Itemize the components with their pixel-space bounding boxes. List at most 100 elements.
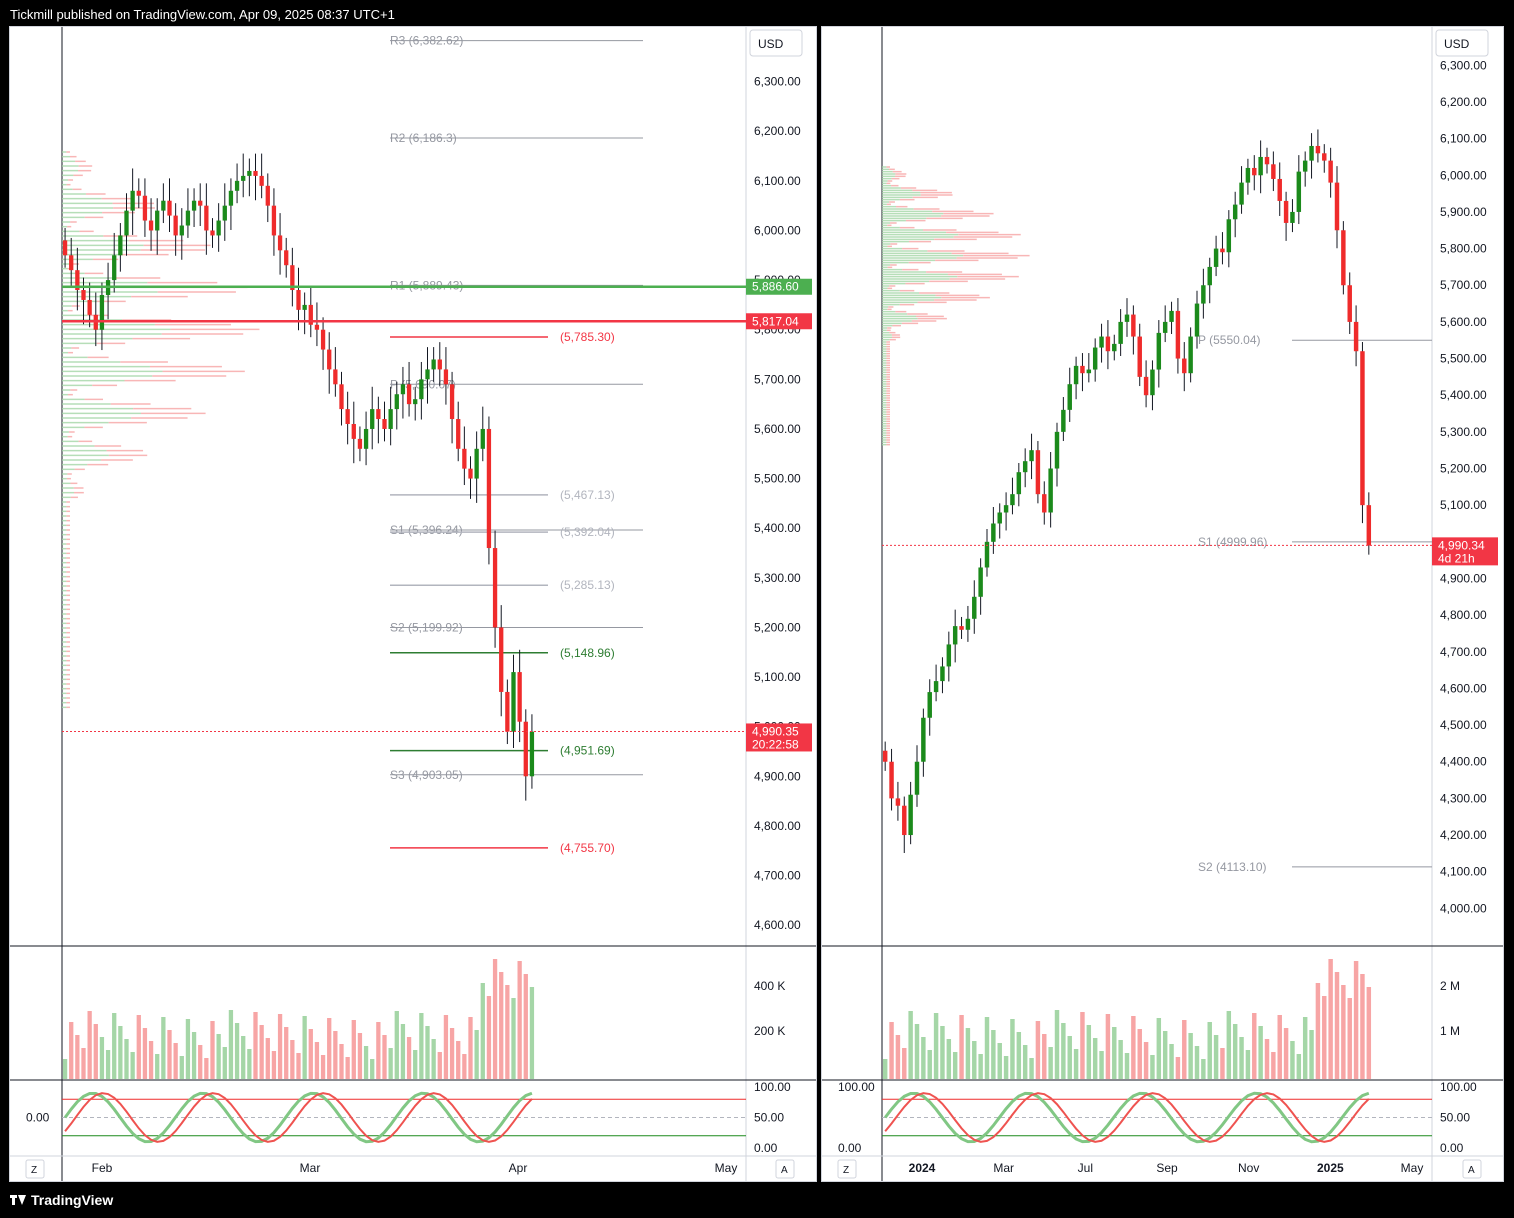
y-tick-label: 4,500.00 xyxy=(1440,718,1487,732)
volume-bar xyxy=(1131,1016,1136,1079)
candle-body xyxy=(933,681,939,693)
volume-bar xyxy=(290,1040,295,1079)
auto-a-button xyxy=(1462,1159,1482,1179)
candle-body xyxy=(1239,182,1244,205)
y-tick-label: 6,300.00 xyxy=(1440,58,1487,72)
left-chart-svg[interactable]: USD6,300.006,200.006,100.006,000.005,900… xyxy=(10,27,816,1181)
candle-body xyxy=(1118,321,1123,344)
volume-bar xyxy=(443,1015,449,1079)
volume-bar xyxy=(271,1051,277,1079)
candle-body xyxy=(333,369,338,385)
candle-body xyxy=(1086,369,1092,374)
footer-brand[interactable]: TradingView xyxy=(10,1192,113,1208)
candle-body xyxy=(517,672,522,722)
volume-bar xyxy=(1003,1056,1009,1079)
candle-body xyxy=(1080,365,1085,374)
chart-panel-left[interactable]: USD6,300.006,200.006,100.006,000.005,900… xyxy=(9,26,817,1182)
y-tick-label: 5,100.00 xyxy=(1440,498,1487,512)
chart-panel-right[interactable]: USD 6,300.00 6,200.00 6,100.00 6,000.00 5,900… xyxy=(821,26,1504,1182)
osc-tick-label: 50.00 xyxy=(754,1111,784,1125)
osc-d-line xyxy=(884,1092,1370,1143)
candle-body xyxy=(345,409,350,424)
y-tick-label: 4,200.00 xyxy=(1440,828,1487,842)
time-label: Feb xyxy=(92,1161,113,1175)
volume-bar xyxy=(1360,974,1365,1079)
candle-body xyxy=(505,691,510,732)
volume-bar xyxy=(921,1037,926,1079)
candle-body xyxy=(185,210,191,226)
volume-bar xyxy=(959,1015,964,1079)
volume-bar xyxy=(1334,972,1340,1079)
candle-body xyxy=(1137,336,1142,377)
volume-bar xyxy=(431,1039,436,1079)
volume-bar xyxy=(413,1050,418,1079)
y-tick-label: 4,800.00 xyxy=(1440,608,1487,622)
candle-body xyxy=(277,235,283,251)
osc-tick-label: 0.00 xyxy=(754,1141,778,1155)
y-tick-label: 5,200.00 xyxy=(1440,462,1487,476)
candle-body xyxy=(443,369,449,385)
y-tick-label: 5,300.00 xyxy=(754,571,801,585)
volume-bar xyxy=(1220,1048,1225,1079)
y-tick-label: 5,800.00 xyxy=(1440,242,1487,256)
volume-bar xyxy=(523,974,528,1079)
time-label: 2024 xyxy=(909,1161,936,1175)
level-label: (5,467.13) xyxy=(560,488,615,502)
y-tick-label: 4,800.00 xyxy=(754,819,801,833)
time-label: Jul xyxy=(1078,1161,1093,1175)
volume-bar xyxy=(112,1013,117,1079)
candle-body xyxy=(972,596,977,619)
volume-bar xyxy=(1099,1051,1104,1079)
volume-bar xyxy=(991,1030,996,1079)
candle-body xyxy=(130,190,135,211)
y-tick-label: 4,100.00 xyxy=(1440,865,1487,879)
candle-body xyxy=(1207,266,1212,286)
volume-bar xyxy=(363,1046,369,1079)
currency-box xyxy=(1435,29,1489,57)
zoom-z-button xyxy=(25,1159,45,1179)
volume-bar xyxy=(69,1022,74,1079)
candle-body xyxy=(351,423,356,439)
volume-bar xyxy=(308,1029,313,1079)
candle-body xyxy=(1309,145,1314,161)
candle-body xyxy=(902,805,907,836)
candle-body xyxy=(363,428,369,449)
candle-body xyxy=(1112,343,1117,352)
osc-k-line xyxy=(883,1091,1370,1144)
y-tick-label: 4,000.00 xyxy=(1440,901,1487,915)
currency-label: USD xyxy=(758,37,784,51)
volume-tick-label: 1 M xyxy=(1440,1024,1460,1038)
candle-body xyxy=(1277,178,1282,201)
volume-bar xyxy=(1048,1047,1053,1079)
y-tick-label: 5,200.00 xyxy=(754,620,801,634)
y-tick-label: 6,100.00 xyxy=(1440,132,1487,146)
volume-bar xyxy=(136,1015,141,1079)
candle-body xyxy=(1035,450,1041,495)
candle-body xyxy=(480,428,485,449)
candle-body xyxy=(99,294,105,330)
candle-body xyxy=(1010,494,1015,506)
volume-bar xyxy=(1271,1052,1276,1079)
candle-body xyxy=(1092,347,1098,370)
volume-bar xyxy=(314,1042,320,1079)
volume-bar xyxy=(1112,1027,1117,1079)
y-tick-label: 5,400.00 xyxy=(1440,388,1487,402)
volume-bar xyxy=(247,1049,252,1079)
y-tick-label: 4,400.00 xyxy=(1440,755,1487,769)
volume-bar xyxy=(1322,996,1327,1079)
candle-body xyxy=(296,290,301,310)
volume-bar xyxy=(952,1052,958,1079)
candle-body xyxy=(1124,314,1130,322)
volume-bar xyxy=(216,1034,221,1079)
volume-bar xyxy=(1353,961,1359,1079)
candle-body xyxy=(437,359,442,370)
volume-bar xyxy=(517,961,522,1079)
volume-bar xyxy=(425,1026,430,1079)
right-chart-svg[interactable]: USD 6,300.00 6,200.00 6,100.00 6,000.00 5,900… xyxy=(822,27,1503,1181)
volume-bar xyxy=(241,1036,246,1079)
volume-bar xyxy=(449,1028,455,1079)
volume-bar xyxy=(148,1041,154,1079)
candle-body xyxy=(179,225,184,236)
zoom-z-label: Z xyxy=(31,1165,37,1176)
candle-body xyxy=(198,200,203,206)
